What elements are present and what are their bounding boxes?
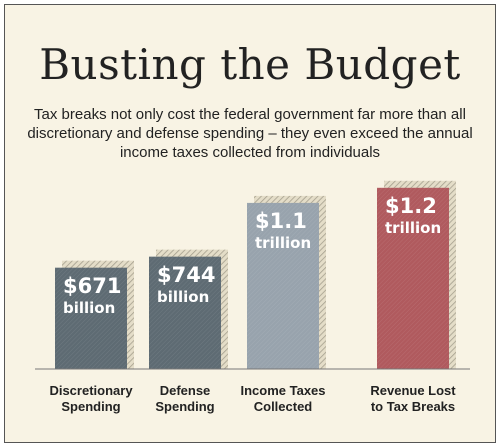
data-label-value: $671	[63, 273, 122, 298]
category-label-line: Defense	[159, 383, 211, 398]
category-label-line: Income Taxes	[240, 383, 326, 398]
data-label: $1.2 trillion	[385, 194, 441, 238]
category-label-line: Spending	[155, 399, 215, 414]
data-label-unit: billion	[63, 298, 116, 317]
data-label-unit: trillion	[255, 233, 312, 252]
bar-texture	[247, 202, 319, 369]
bar-texture	[377, 187, 449, 369]
chart-subtitle: Tax breaks not only cost the federal gov…	[27, 106, 473, 161]
data-label: $671 billion	[63, 274, 121, 318]
category-label-line: Revenue Lost	[370, 383, 456, 398]
category-label-line: Discretionary	[49, 383, 133, 398]
category-label-line: to Tax Breaks	[370, 399, 456, 414]
category-label: Discretionary Spending	[26, 383, 156, 415]
bar-texture	[55, 267, 127, 369]
category-label-line: Collected	[253, 399, 313, 414]
chart-frame: Busting the Budget Tax breaks not only c…	[4, 4, 496, 443]
category-label: Defense Spending	[120, 383, 250, 415]
chart-title: Busting the Budget	[39, 40, 461, 89]
bar-texture	[149, 256, 221, 369]
data-label-value: $744	[157, 262, 216, 287]
bar-chart	[35, 180, 470, 370]
data-label-unit: billion	[157, 287, 210, 306]
data-label: $744 billion	[157, 263, 215, 307]
data-label: $1.1 trillion	[255, 209, 311, 253]
category-label: Income Taxes Collected	[218, 383, 348, 415]
data-label-value: $1.1	[255, 208, 307, 233]
category-label: Revenue Lost to Tax Breaks	[348, 383, 478, 415]
category-label-line: Spending	[61, 399, 121, 414]
data-label-unit: trillion	[385, 218, 442, 237]
data-label-value: $1.2	[385, 193, 437, 218]
